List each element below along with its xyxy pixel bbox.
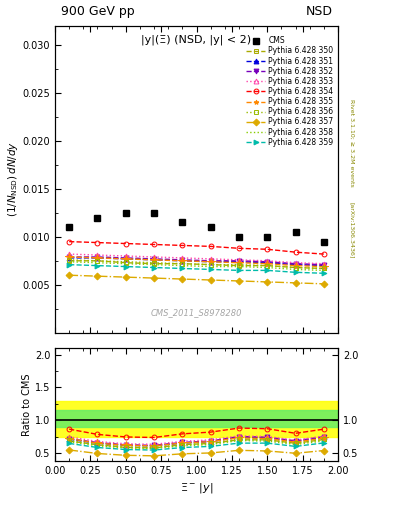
Legend: CMS, Pythia 6.428 350, Pythia 6.428 351, Pythia 6.428 352, Pythia 6.428 353, Pyt: CMS, Pythia 6.428 350, Pythia 6.428 351,… bbox=[245, 35, 334, 147]
Text: CMS_2011_S8978280: CMS_2011_S8978280 bbox=[151, 308, 242, 317]
Bar bbox=[55, 411, 338, 426]
Text: Rivet 3.1.10; ≥ 3.2M events: Rivet 3.1.10; ≥ 3.2M events bbox=[349, 99, 354, 187]
Bar bbox=[55, 400, 338, 437]
Text: |y|(Ξ) (NSD, |y| < 2): |y|(Ξ) (NSD, |y| < 2) bbox=[141, 35, 252, 46]
Y-axis label: Ratio to CMS: Ratio to CMS bbox=[22, 373, 32, 436]
Y-axis label: $(1/N_\mathrm{NSD})\,dN/dy$: $(1/N_\mathrm{NSD})\,dN/dy$ bbox=[6, 141, 20, 217]
Text: NSD: NSD bbox=[305, 5, 332, 18]
Text: 900 GeV pp: 900 GeV pp bbox=[61, 5, 134, 18]
X-axis label: $\Xi^-\,|y|$: $\Xi^-\,|y|$ bbox=[180, 481, 213, 495]
Text: [arXiv:1306.3436]: [arXiv:1306.3436] bbox=[349, 202, 354, 259]
